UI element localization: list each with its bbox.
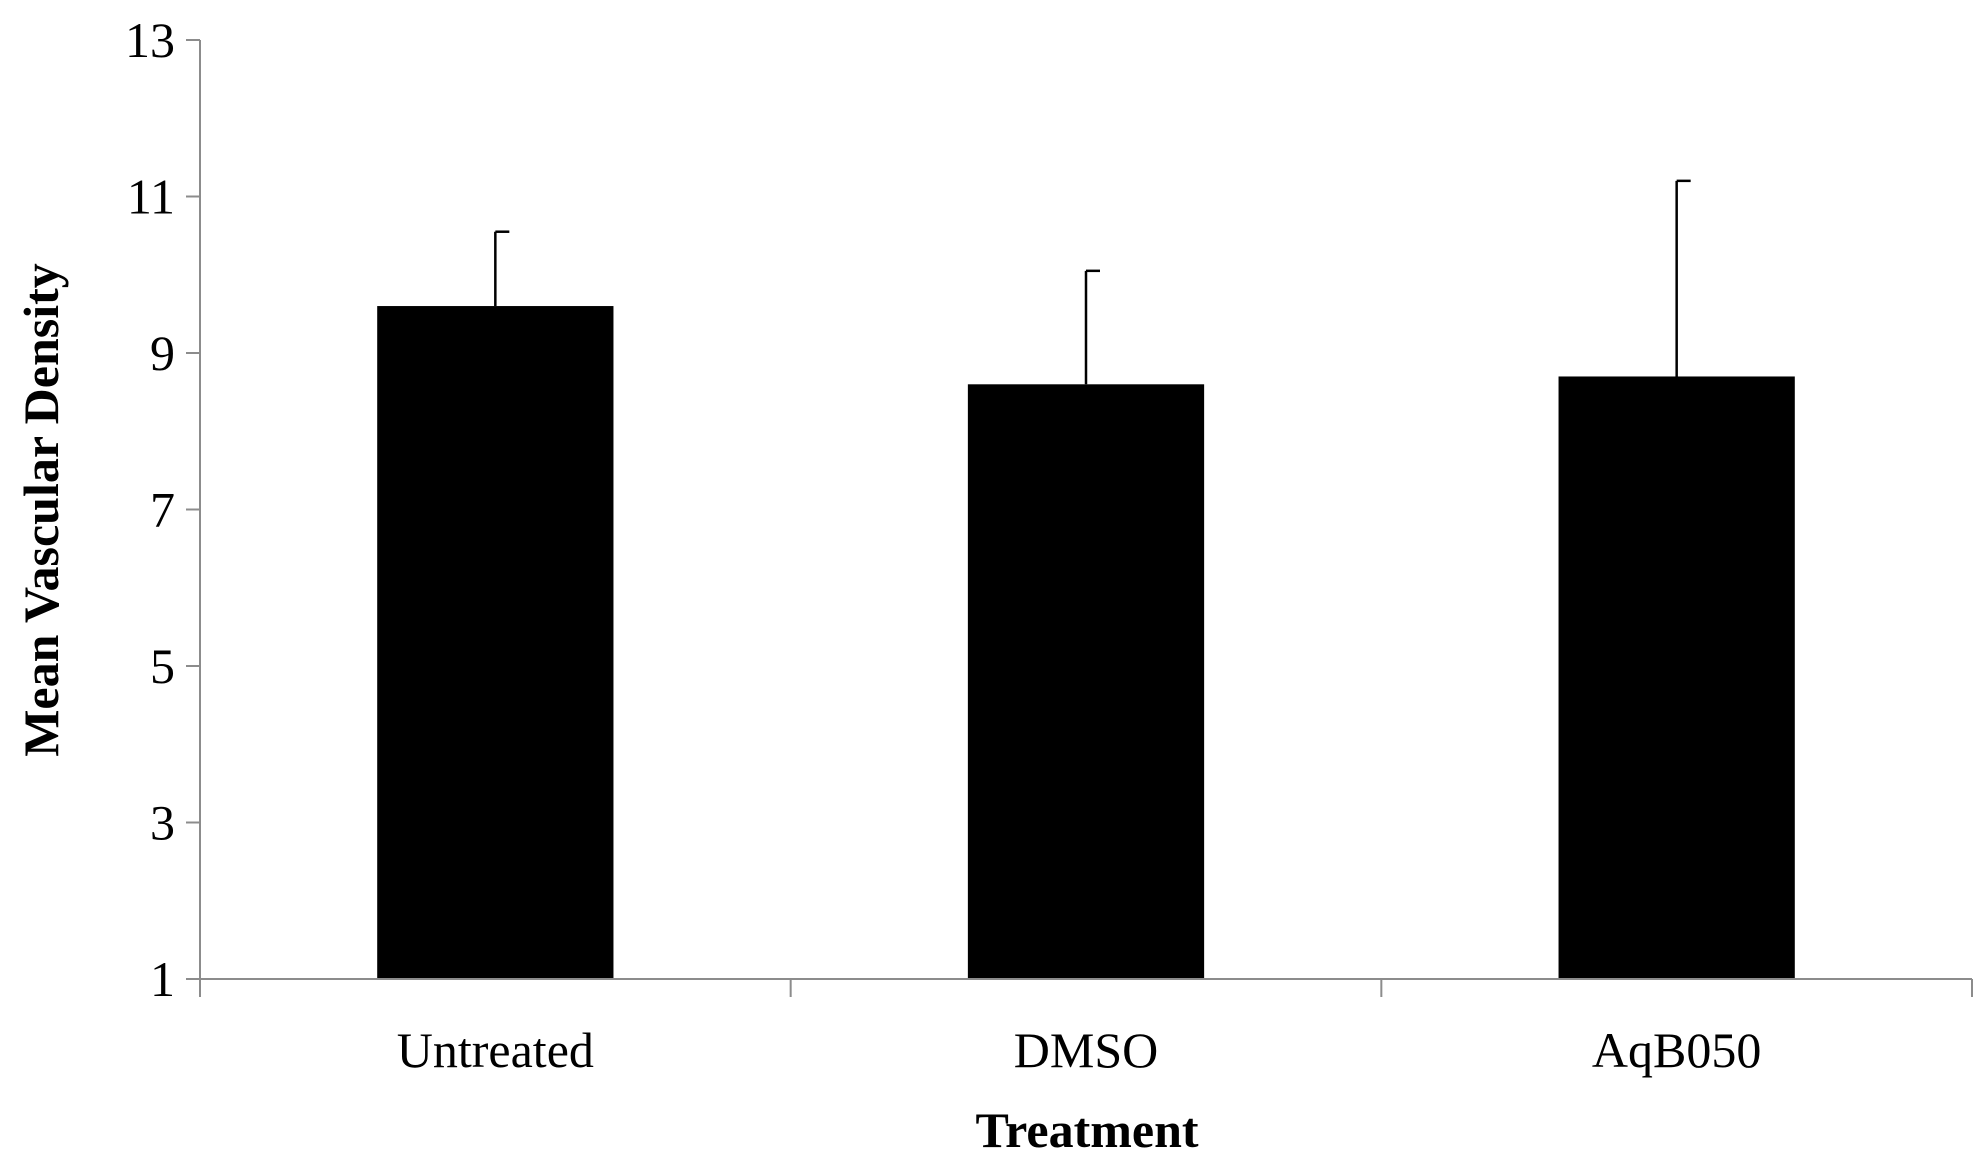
bar-aqb050: [1558, 376, 1795, 980]
y-tick-label: 7: [150, 482, 175, 538]
error-bars: [494, 179, 1691, 385]
x-axis-ticks: [199, 979, 1973, 997]
y-axis-title: Mean Vascular Density: [13, 263, 69, 757]
y-tick-label: 11: [127, 169, 175, 225]
bar-untreated: [377, 306, 614, 979]
x-axis-title: Treatment: [975, 1102, 1198, 1158]
x-tick-label: AqB050: [1592, 1022, 1761, 1078]
y-axis-ticks: [186, 39, 200, 980]
y-tick-label: 5: [150, 638, 175, 694]
x-tick-label: Untreated: [397, 1022, 594, 1078]
y-tick-label: 3: [150, 795, 175, 851]
x-tick-label: DMSO: [1014, 1022, 1158, 1078]
y-tick-label: 13: [125, 12, 175, 68]
y-tick-label: 1: [150, 951, 175, 1007]
bar-dmso: [967, 384, 1205, 979]
x-axis-tick-labels: Untreated DMSO AqB050: [397, 1022, 1762, 1078]
bars: [377, 306, 1795, 980]
y-tick-label: 9: [150, 325, 175, 381]
